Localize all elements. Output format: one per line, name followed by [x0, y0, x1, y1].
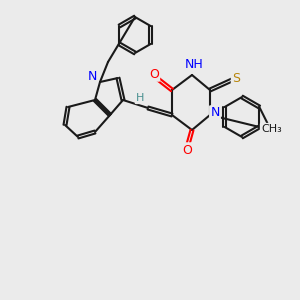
Text: S: S	[232, 71, 240, 85]
Text: NH: NH	[184, 58, 203, 71]
Text: N: N	[87, 70, 97, 83]
Text: H: H	[136, 93, 144, 103]
Text: CH₃: CH₃	[261, 124, 282, 134]
Text: N: N	[210, 106, 220, 119]
Text: O: O	[182, 143, 192, 157]
Text: O: O	[149, 68, 159, 80]
